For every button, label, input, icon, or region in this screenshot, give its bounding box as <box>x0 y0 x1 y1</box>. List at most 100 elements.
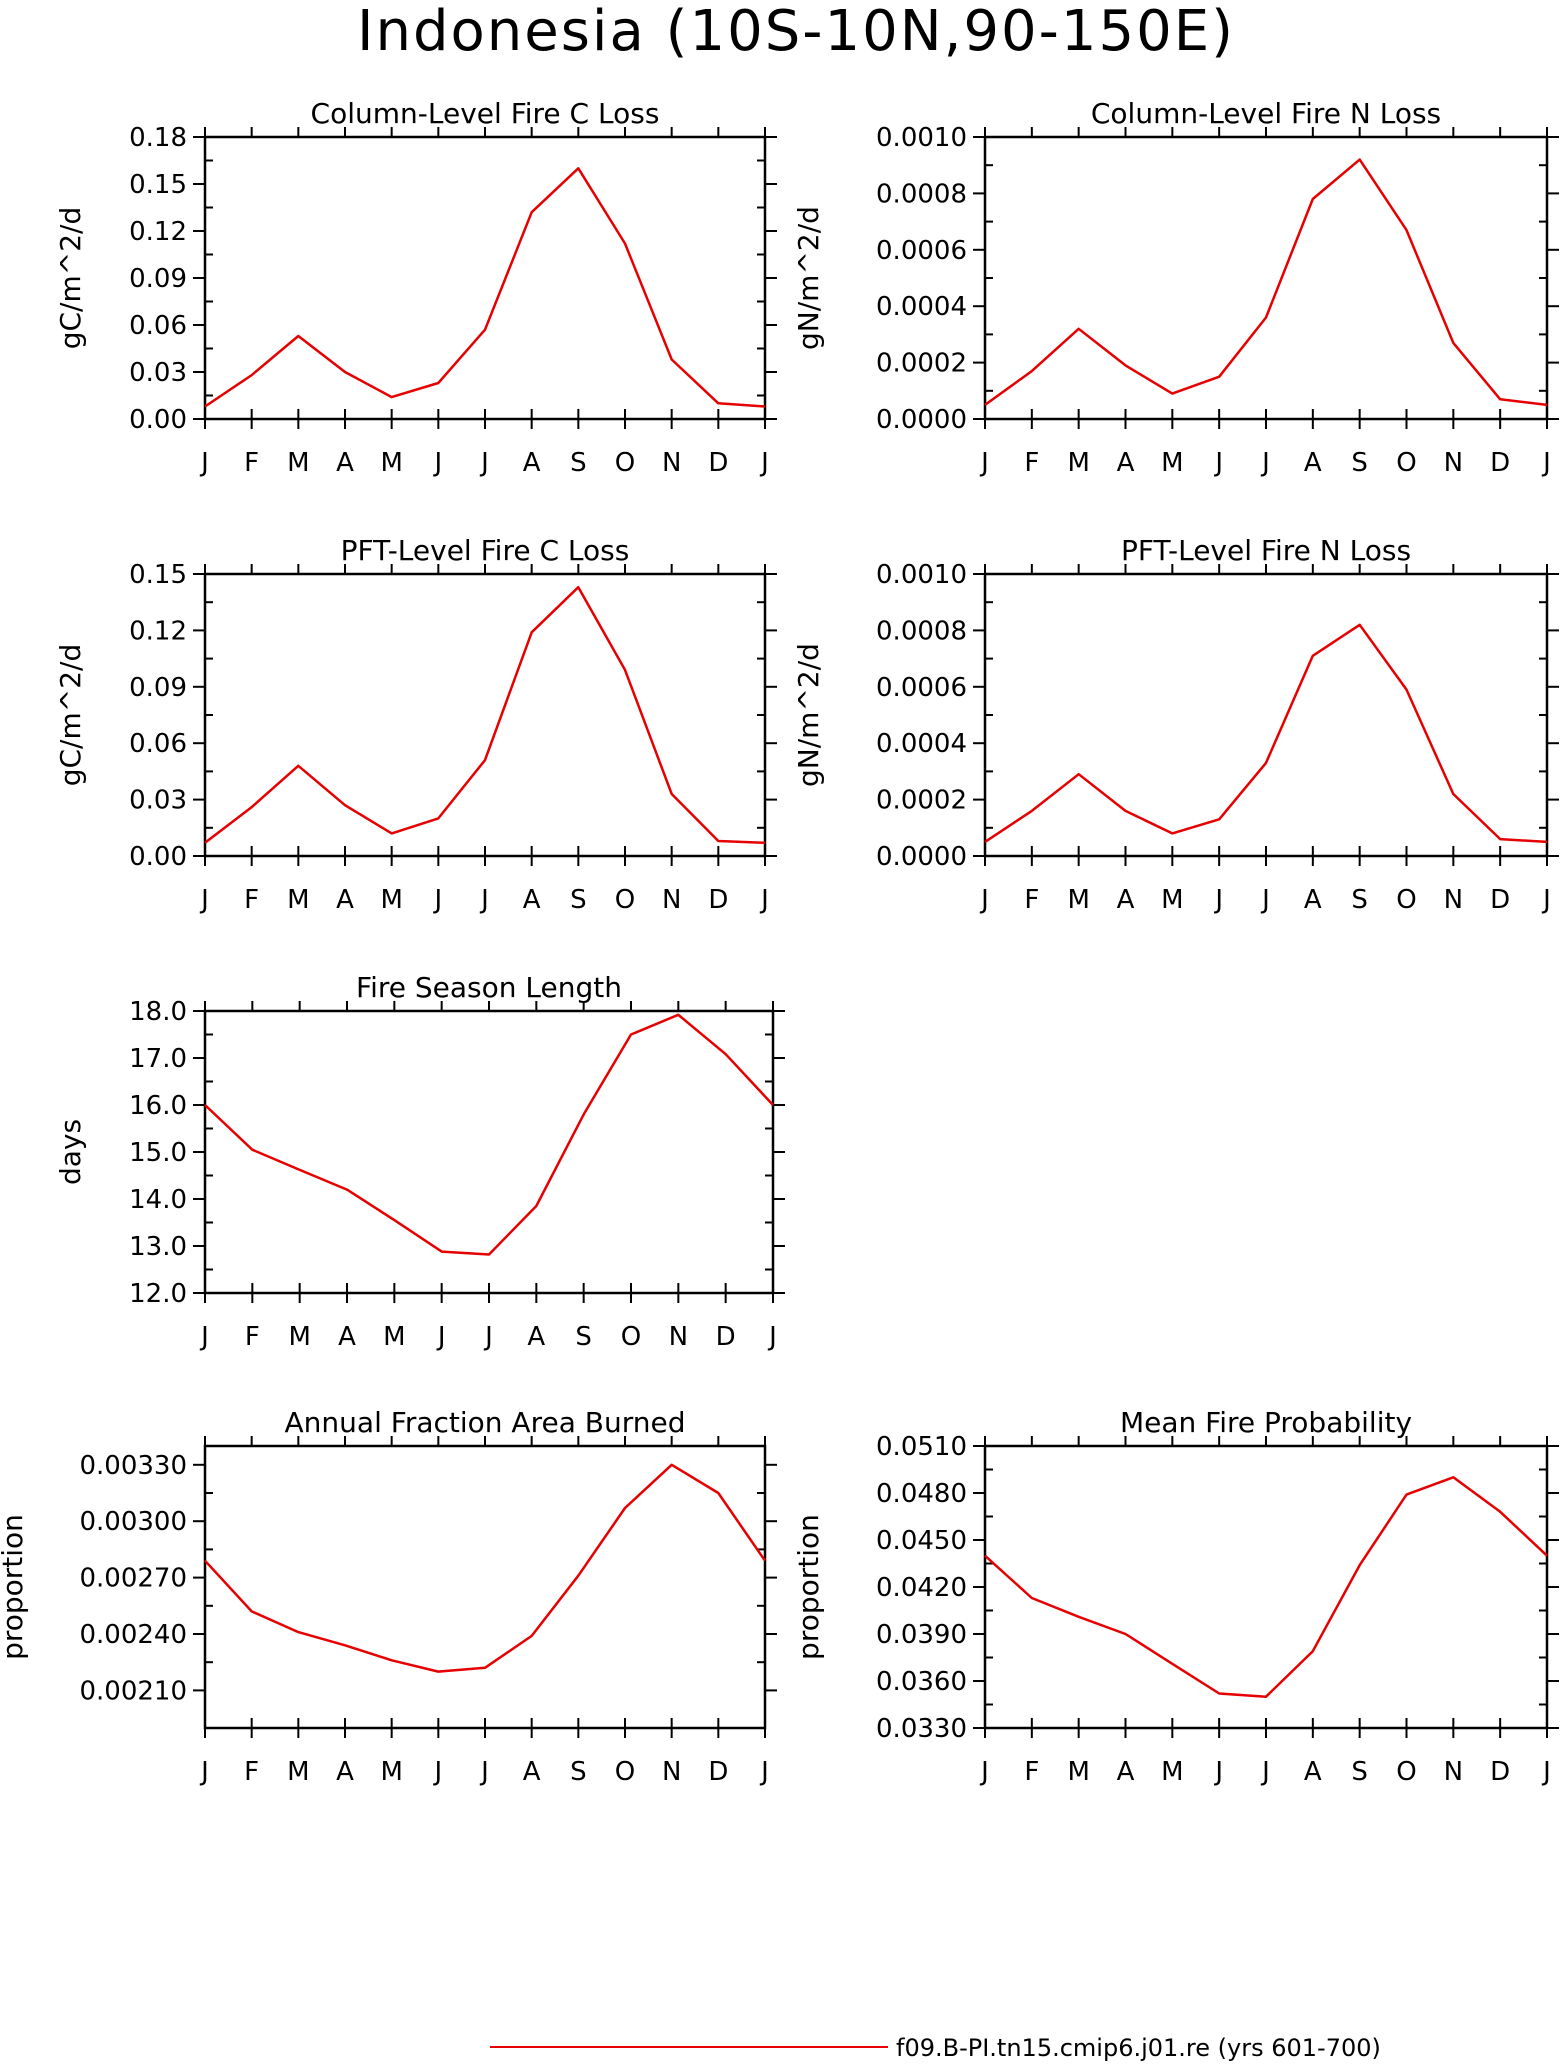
x-tick-label: J <box>1213 1757 1223 1787</box>
x-tick-label: A <box>1304 448 1322 478</box>
y-axis-label: proportion <box>0 1514 29 1660</box>
x-tick-label: F <box>244 885 259 915</box>
y-tick-label: 0.09 <box>129 673 187 703</box>
figure-title: Indonesia (10S-10N,90-150E) <box>357 0 1235 64</box>
y-tick-label: 0.00330 <box>79 1451 187 1481</box>
y-tick-label: 0.15 <box>129 560 187 590</box>
x-tick-label: D <box>1490 885 1510 915</box>
x-tick-label: M <box>383 1322 405 1352</box>
panel-title: Column-Level Fire N Loss <box>1091 97 1441 130</box>
x-tick-label: M <box>1161 1757 1183 1787</box>
y-tick-label: 15.0 <box>129 1138 187 1168</box>
x-tick-label: M <box>1161 885 1183 915</box>
y-tick-label: 0.0010 <box>876 123 967 153</box>
x-tick-label: J <box>199 448 209 478</box>
y-tick-label: 0.00210 <box>79 1676 187 1706</box>
x-tick-label: O <box>615 885 635 915</box>
x-tick-label: O <box>615 1757 635 1787</box>
plot-frame <box>203 572 767 858</box>
y-tick-label: 0.0330 <box>876 1714 967 1744</box>
x-tick-label: J <box>479 1757 489 1787</box>
x-tick-label: O <box>1396 448 1416 478</box>
y-tick-label: 0.03 <box>129 786 187 816</box>
plot-frame <box>983 1444 1549 1730</box>
y-tick-label: 0.0000 <box>876 405 967 435</box>
plot-frame <box>983 135 1549 421</box>
y-tick-label: 0.0010 <box>876 560 967 590</box>
x-tick-label: A <box>523 885 541 915</box>
y-tick-label: 0.06 <box>129 729 187 759</box>
x-tick-label: J <box>767 1322 777 1352</box>
chart-panel-1: J F M A M J J A S O N D J0.000.030.060.090.120.150.1… <box>54 97 777 478</box>
x-tick-label: M <box>287 1757 309 1787</box>
x-tick-label: J <box>199 1322 209 1352</box>
x-tick-label: O <box>1396 885 1416 915</box>
y-axis-label: gN/m^2/d <box>792 206 825 350</box>
x-tick-label: N <box>662 1757 681 1787</box>
x-tick-label: A <box>527 1322 545 1352</box>
y-tick-label: 0.0004 <box>876 729 967 759</box>
series-line <box>204 585 766 845</box>
y-tick-label: 0.00240 <box>79 1620 187 1650</box>
x-tick-label: F <box>244 448 259 478</box>
y-tick-label: 0.0420 <box>876 1573 967 1603</box>
x-tick-label: M <box>1067 448 1089 478</box>
y-tick-label: 0.00270 <box>79 1564 187 1594</box>
x-tick-label: J <box>199 1757 209 1787</box>
y-tick-label: 0.0006 <box>876 236 967 266</box>
x-tick-label: D <box>708 885 728 915</box>
x-tick-label: J <box>1541 885 1551 915</box>
plot-frame <box>203 1444 767 1730</box>
x-tick-label: J <box>432 1757 442 1787</box>
x-tick-label: J <box>479 448 489 478</box>
panel-title: PFT-Level Fire N Loss <box>1121 534 1411 567</box>
y-axis-label: gN/m^2/d <box>792 643 825 787</box>
x-tick-label: A <box>1304 1757 1322 1787</box>
y-tick-label: 16.0 <box>129 1091 187 1121</box>
x-tick-label: M <box>380 885 402 915</box>
series-line <box>204 1463 767 1673</box>
x-tick-label: A <box>1117 1757 1135 1787</box>
x-tick-label: F <box>1024 885 1039 915</box>
series-line <box>984 1476 1548 1698</box>
x-tick-label: A <box>1117 448 1135 478</box>
x-tick-label: D <box>1490 1757 1510 1787</box>
y-tick-label: 0.15 <box>129 170 187 200</box>
chart-panel-2: J F M A M J J A S O N D J0.00000.00020.00040.00060.0… <box>792 97 1559 478</box>
y-tick-label: 17.0 <box>129 1044 187 1074</box>
chart-panel-5: J F M A M J J A S O N D J12.013.014.015.016.017.018.… <box>54 971 785 1352</box>
x-tick-label: D <box>708 448 728 478</box>
series-line <box>984 158 1548 407</box>
x-tick-label: M <box>1161 448 1183 478</box>
plot-frame <box>983 572 1549 858</box>
x-tick-label: A <box>1117 885 1135 915</box>
x-tick-label: A <box>523 1757 541 1787</box>
series-line <box>204 167 766 408</box>
x-tick-label: F <box>1024 448 1039 478</box>
x-tick-label: M <box>287 448 309 478</box>
x-tick-label: A <box>336 448 354 478</box>
x-tick-label: D <box>1490 448 1510 478</box>
y-tick-label: 0.12 <box>129 616 187 646</box>
x-tick-label: A <box>336 1757 354 1787</box>
y-tick-label: 0.0004 <box>876 292 967 322</box>
x-tick-label: F <box>1024 1757 1039 1787</box>
y-tick-label: 12.0 <box>129 1279 187 1309</box>
y-tick-label: 13.0 <box>129 1232 187 1262</box>
x-tick-label: J <box>1541 1757 1551 1787</box>
x-tick-label: D <box>716 1322 736 1352</box>
x-tick-label: M <box>288 1322 310 1352</box>
plot-frame <box>203 1009 775 1295</box>
panel-title: Column-Level Fire C Loss <box>311 97 660 130</box>
y-tick-label: 0.0008 <box>876 179 967 209</box>
y-tick-label: 14.0 <box>129 1185 187 1215</box>
x-tick-label: N <box>1444 448 1463 478</box>
x-tick-label: J <box>432 448 442 478</box>
x-tick-label: O <box>1396 1757 1416 1787</box>
y-tick-label: 0.12 <box>129 217 187 247</box>
y-tick-label: 0.0480 <box>876 1479 967 1509</box>
x-tick-label: J <box>979 1757 989 1787</box>
y-tick-label: 0.0002 <box>876 786 967 816</box>
x-tick-label: O <box>621 1322 641 1352</box>
